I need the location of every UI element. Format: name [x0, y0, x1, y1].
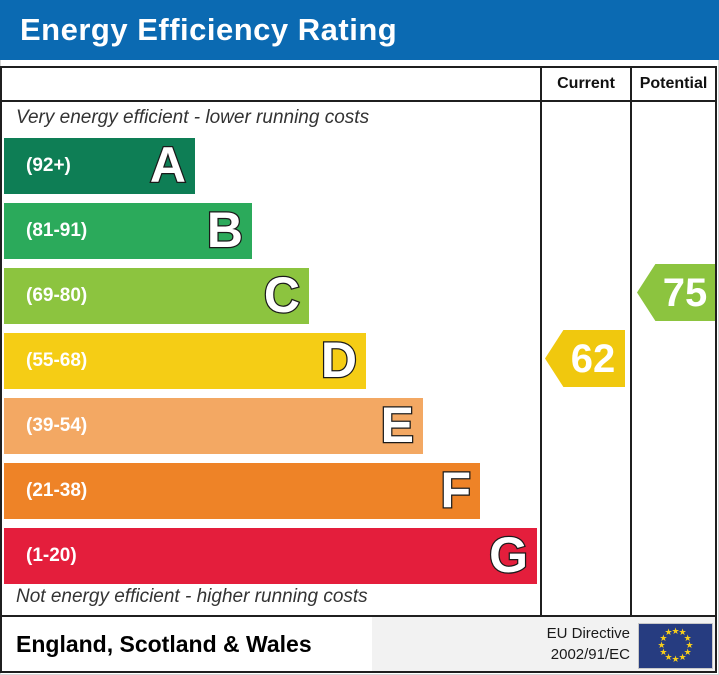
potential-rating-marker: 75: [637, 264, 717, 321]
band-row-a: (92+) A: [4, 138, 195, 194]
current-column-border: [540, 66, 542, 617]
band-range-label: (69-80): [26, 285, 88, 306]
band-range-label: (81-91): [26, 220, 88, 241]
eu-flag-star-icon: ★: [678, 651, 687, 662]
potential-rating-value: 75: [662, 270, 708, 315]
eu-flag-star-icon: ★: [664, 627, 673, 638]
eu-flag-star-icon: ★: [659, 646, 668, 657]
band-letter: D: [320, 332, 359, 388]
title-bar: Energy Efficiency Rating: [0, 0, 719, 60]
band-range-label: (55-68): [26, 350, 88, 371]
eu-flag-star-icon: ★: [683, 646, 692, 657]
eu-flag-star-icon: ★: [664, 651, 673, 662]
eu-flag-star-icon: ★: [683, 632, 692, 643]
page-title: Energy Efficiency Rating: [20, 12, 398, 47]
band-range-label: (21-38): [26, 480, 88, 501]
eu-flag-star-icon: ★: [671, 625, 680, 636]
bottom-caption: Not energy efficient - higher running co…: [16, 586, 368, 607]
table-border-left: [0, 66, 2, 673]
band-row-e: (39-54) E: [4, 398, 423, 454]
eu-directive-line1: EU Directive: [546, 625, 630, 642]
eu-flag-icon: ★ ★ ★ ★ ★ ★ ★ ★ ★ ★ ★ ★: [638, 623, 713, 669]
table-border-right: [715, 66, 717, 673]
top-caption: Very energy efficient - lower running co…: [16, 107, 370, 128]
band-letter: G: [488, 527, 529, 583]
band-range-label: (1-20): [26, 545, 77, 566]
band-row-c: (69-80) C: [4, 268, 309, 324]
eu-directive-label: EU Directive 2002/91/EC: [547, 623, 630, 665]
eu-flag-star-icon: ★: [678, 627, 687, 638]
band-letter: A: [149, 137, 188, 193]
eu-flag-star-icon: ★: [657, 639, 666, 650]
band-range-label: (39-54): [26, 415, 88, 436]
potential-column-border: [630, 66, 632, 617]
band-range-label: (92+): [26, 155, 71, 176]
band-row-f: (21-38) F: [4, 463, 480, 519]
eu-flag-star-icon: ★: [659, 632, 668, 643]
header-row-separator: [0, 100, 717, 102]
band-letter: B: [206, 202, 245, 258]
band-letter: F: [439, 462, 472, 518]
eu-directive-line2: 2002/91/EC: [550, 646, 630, 663]
band-row-b: (81-91) B: [4, 203, 252, 259]
band-letter: E: [379, 397, 415, 453]
potential-column-header: Potential: [639, 75, 708, 92]
current-column-header: Current: [557, 75, 615, 92]
table-border-top: [0, 66, 717, 68]
table-border-bottom: [0, 671, 717, 673]
band-letter: C: [263, 267, 302, 323]
band-row-d: (55-68) D: [4, 333, 366, 389]
band-row-g: (1-20) G: [4, 528, 537, 584]
current-rating-marker: 62: [545, 330, 625, 387]
footer-row-separator: [0, 615, 717, 617]
current-rating-value: 62: [570, 336, 616, 381]
region-label: England, Scotland & Wales: [16, 631, 312, 657]
eu-flag-star-icon: ★: [671, 653, 680, 664]
eu-flag-star-icon: ★: [685, 639, 694, 650]
